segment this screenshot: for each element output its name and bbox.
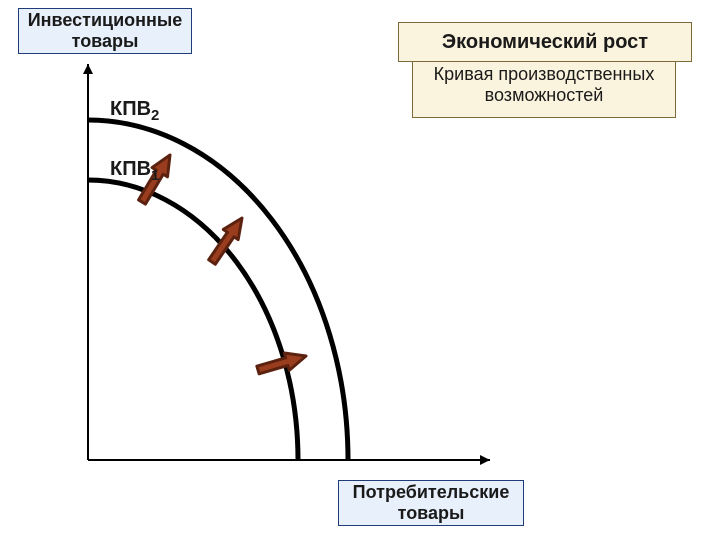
- x-axis-label-text: Потребительские товары: [339, 482, 523, 523]
- y-axis-label-text: Инвестиционные товары: [19, 10, 191, 51]
- title-box: Экономический рост: [398, 22, 692, 62]
- y-axis-label-box: Инвестиционные товары: [18, 8, 192, 54]
- curve-label-outer: КПВ2: [110, 98, 159, 124]
- title-text: Экономический рост: [442, 31, 648, 54]
- curve-label-inner: КПВ1: [110, 158, 159, 184]
- x-axis-label-box: Потребительские товары: [338, 480, 524, 526]
- subtitle-text: Кривая производственных возможностей: [413, 64, 675, 105]
